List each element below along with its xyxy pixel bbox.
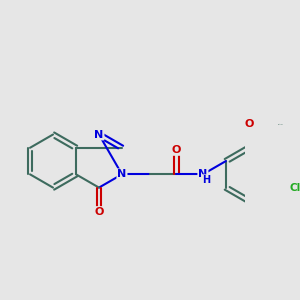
Text: N: N bbox=[117, 169, 127, 179]
Text: N: N bbox=[198, 169, 208, 179]
Text: Cl: Cl bbox=[290, 183, 300, 193]
Text: O: O bbox=[244, 119, 254, 129]
Text: N: N bbox=[94, 130, 104, 140]
Text: O: O bbox=[172, 145, 181, 155]
Text: O: O bbox=[94, 207, 104, 217]
Text: H: H bbox=[202, 175, 210, 185]
Text: Methoxy: Methoxy bbox=[278, 124, 284, 125]
